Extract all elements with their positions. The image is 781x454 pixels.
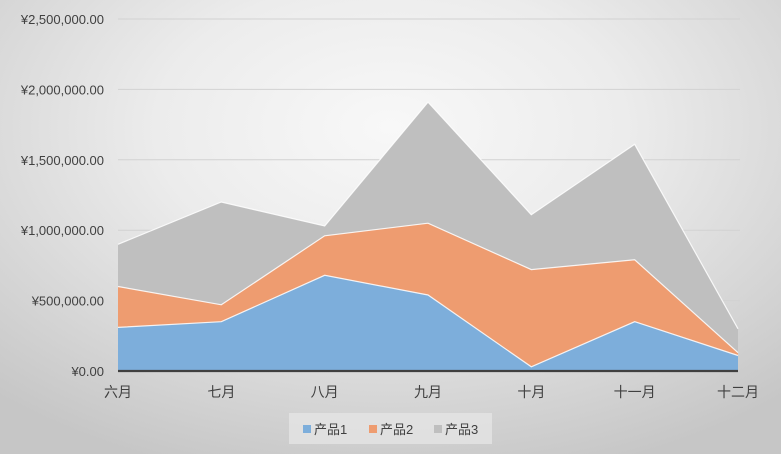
x-tick-label: 六月 <box>104 384 132 400</box>
legend-label-2: 产品2 <box>380 422 413 437</box>
plot-areas <box>118 102 738 371</box>
x-tick-label: 十月 <box>517 384 545 400</box>
x-tick-label: 九月 <box>414 384 442 400</box>
x-tick-label: 七月 <box>207 384 235 400</box>
legend-item-2: 产品2 <box>369 422 413 437</box>
y-axis-labels: ¥0.00 ¥500,000.00 ¥1,000,000.00 ¥1,500,000.… <box>20 12 104 379</box>
y-tick-label: ¥2,500,000.00 <box>20 12 104 27</box>
legend-swatch-1 <box>303 425 311 433</box>
x-tick-label: 八月 <box>311 384 339 400</box>
y-tick-label: ¥1,000,000.00 <box>20 223 104 238</box>
y-tick-label: ¥500,000.00 <box>31 294 104 309</box>
legend-item-3: 产品3 <box>434 422 478 437</box>
legend-swatch-2 <box>369 425 377 433</box>
legend-item-1: 产品1 <box>303 422 347 437</box>
y-tick-label: ¥0.00 <box>70 364 104 379</box>
x-tick-label: 十一月 <box>614 384 656 400</box>
legend-box <box>289 413 492 444</box>
area-series-3 <box>118 102 738 353</box>
series-1-edge <box>117 274 739 368</box>
legend-swatch-3 <box>434 425 442 433</box>
x-tick-label: 十二月 <box>717 384 759 400</box>
series-3-edge <box>117 101 739 330</box>
legend-label-3: 产品3 <box>445 422 478 437</box>
y-tick-label: ¥1,500,000.00 <box>20 153 104 168</box>
series-edges <box>117 101 739 368</box>
x-axis-labels: 六月 七月 八月 九月 十月 十一月 十二月 <box>104 384 759 400</box>
legend-label-1: 产品1 <box>314 422 347 437</box>
series-2-edge <box>117 222 739 354</box>
legend: 产品1 产品2 产品3 <box>289 413 492 444</box>
y-tick-label: ¥2,000,000.00 <box>20 82 104 97</box>
area-series-1 <box>118 275 738 371</box>
